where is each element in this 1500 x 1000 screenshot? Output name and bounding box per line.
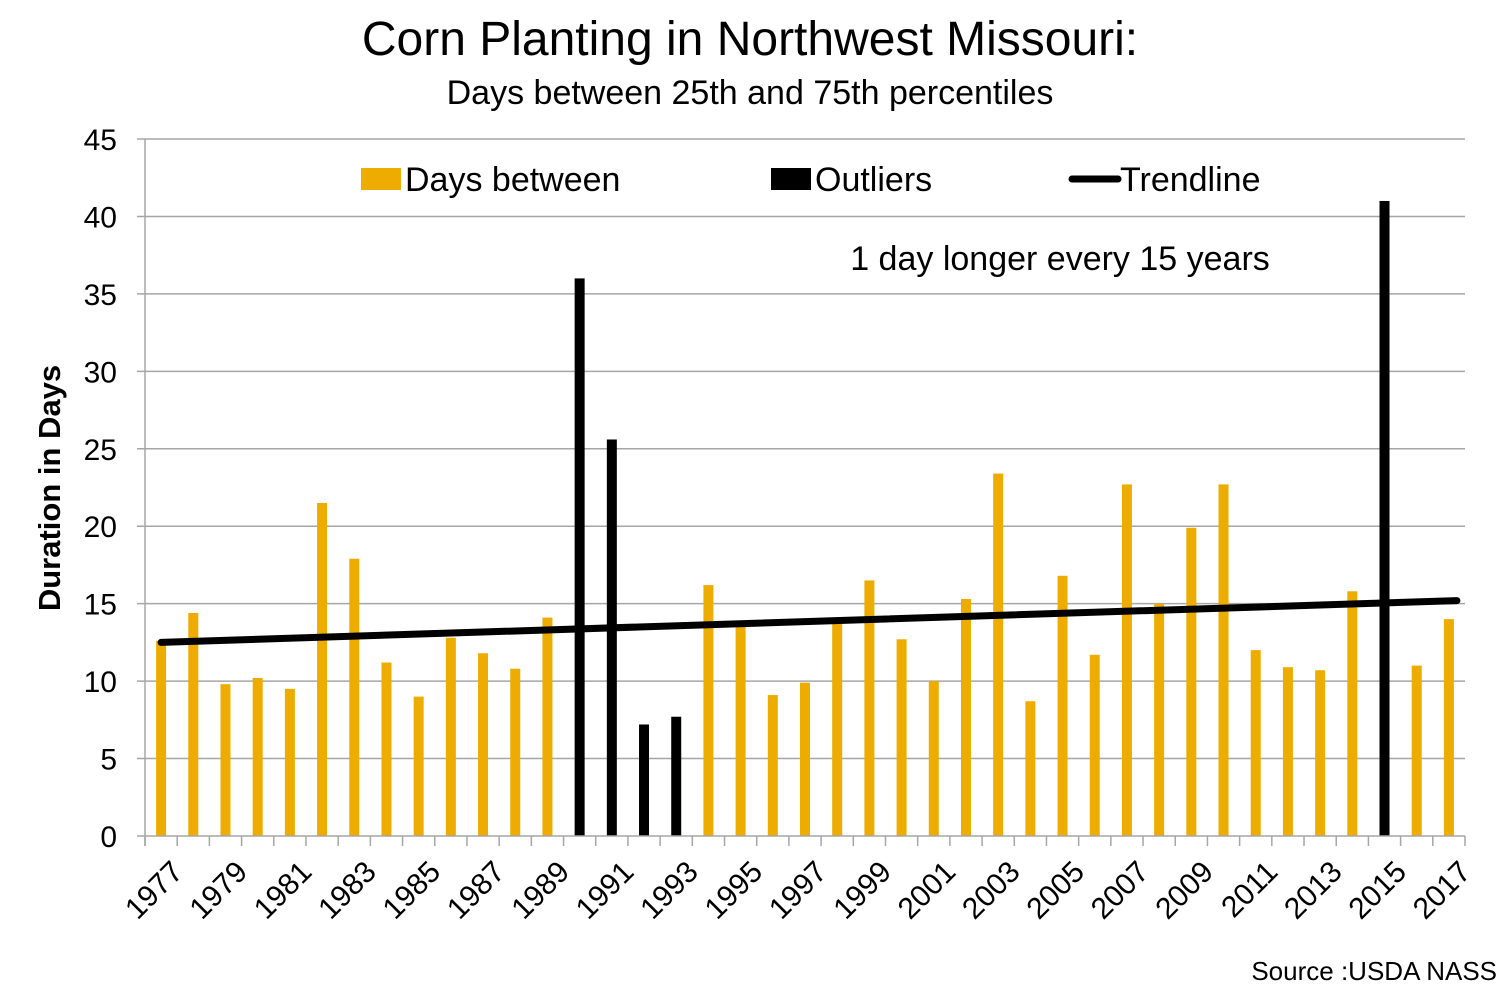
x-tick-label: 2009: [1149, 855, 1220, 926]
x-tick-label: 1997: [763, 855, 834, 926]
axes: [137, 139, 1466, 846]
bar-2016: [1411, 665, 1422, 836]
bar-1977: [156, 640, 167, 836]
y-tick-label: 25: [84, 434, 117, 467]
outlier-bar-2015: [1379, 200, 1390, 836]
x-tick-label: 1977: [119, 855, 190, 926]
legend-label: Trendline: [1120, 161, 1260, 199]
x-tick-label: 1993: [634, 855, 705, 926]
bar-2013: [1315, 670, 1326, 836]
y-tick-label: 15: [84, 589, 117, 622]
bar-2007: [1121, 484, 1132, 836]
x-tick-label: 1985: [377, 855, 448, 926]
bar-1989: [542, 617, 553, 836]
bar-1995: [735, 626, 746, 836]
bar-2009: [1186, 527, 1197, 836]
bar-1980: [252, 678, 263, 836]
y-axis-label: Duration in Days: [32, 365, 67, 611]
x-tick-label: 2001: [892, 855, 963, 926]
y-tick-label: 40: [84, 201, 117, 234]
bar-1978: [188, 612, 199, 836]
x-tick-label: 1991: [570, 855, 641, 926]
bar-2010: [1218, 484, 1229, 836]
x-tick-label: 1983: [312, 855, 383, 926]
bar-1996: [767, 695, 778, 836]
x-tick-label: 2011: [1215, 855, 1284, 924]
bar-1984: [381, 662, 392, 836]
x-tick-label: 2015: [1342, 855, 1413, 926]
bar-2002: [960, 599, 971, 836]
x-tick-label: 2013: [1278, 855, 1349, 926]
y-tick-label: 35: [84, 279, 117, 312]
bar-1982: [317, 502, 328, 836]
chart-title: Corn Planting in Northwest Missouri:: [361, 13, 1139, 66]
x-tick-label: 1995: [699, 855, 770, 926]
x-tick-label: 2005: [1021, 855, 1092, 926]
bar-1999: [864, 580, 875, 836]
outlier-bar-1992: [639, 724, 650, 836]
y-tick-label: 20: [84, 511, 117, 544]
x-tick-label: 2017: [1407, 855, 1478, 926]
x-tick-label: 1999: [827, 855, 898, 926]
outlier-bar-1990: [574, 278, 585, 836]
x-tick-labels: 1977197919811983198519871989199119931995…: [119, 855, 1477, 926]
bar-1986: [445, 637, 456, 836]
bar-2003: [993, 473, 1004, 836]
x-tick-label: 1989: [505, 855, 576, 926]
x-tick-label: 2003: [956, 855, 1027, 926]
x-tick-label: 1979: [183, 855, 254, 926]
bar-1988: [510, 668, 521, 836]
bar-2011: [1250, 650, 1261, 836]
bar-2004: [1025, 701, 1036, 836]
source-note: Source :USDA NASS: [1251, 956, 1497, 986]
trendline: [157, 597, 1461, 646]
bar-1994: [703, 585, 714, 836]
bar-2005: [1057, 575, 1068, 836]
legend-label: Days between: [405, 161, 620, 199]
x-tick-label: 2007: [1085, 855, 1156, 926]
trendline-group: [157, 597, 1461, 646]
bar-1997: [800, 682, 810, 836]
bar-2008: [1154, 603, 1165, 836]
y-tick-label: 45: [84, 124, 117, 157]
gridlines: [137, 138, 1465, 760]
outlier-bar-1991: [606, 439, 617, 836]
bar-2012: [1282, 667, 1293, 836]
y-tick-label: 30: [84, 356, 117, 389]
legend-swatch-days-between: [361, 168, 401, 190]
bar-1979: [220, 684, 231, 836]
bar-2001: [928, 681, 939, 836]
bar-2014: [1347, 591, 1358, 836]
bar-1998: [832, 622, 843, 836]
y-tick-labels: 0 5 10 15 20 25 30 35 40 45: [84, 124, 117, 854]
y-tick-label: 10: [84, 666, 117, 699]
bars: [156, 200, 1454, 836]
x-tick-label: 1981: [248, 855, 319, 926]
legend-label: Outliers: [815, 161, 932, 199]
legend-swatch-outliers: [771, 168, 811, 190]
legend: Days between Outliers Trendline: [361, 161, 1260, 199]
bar-2000: [896, 639, 907, 836]
bar-1985: [413, 696, 424, 836]
bar-1981: [284, 688, 295, 836]
y-tick-label: 0: [100, 821, 117, 854]
y-tick-label: 5: [100, 744, 117, 777]
annotation-trend: 1 day longer every 15 years: [850, 240, 1270, 278]
chart-subtitle: Days between 25th and 75th percentiles: [446, 74, 1054, 112]
outlier-bar-1993: [671, 716, 682, 836]
bar-1983: [349, 558, 360, 836]
bar-2017: [1443, 619, 1454, 836]
x-tick-label: 1987: [441, 855, 512, 926]
bar-1987: [478, 653, 489, 836]
bar-2006: [1089, 654, 1100, 836]
